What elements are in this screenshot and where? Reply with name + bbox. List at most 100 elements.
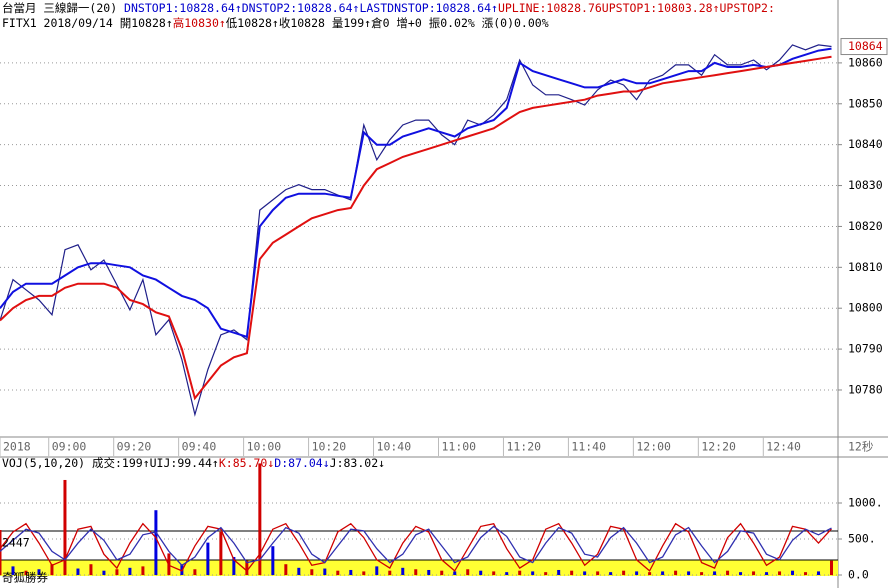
volume-bar (401, 567, 405, 576)
header-text: UPSTOP2: (719, 1, 775, 15)
volume-bar (375, 566, 379, 576)
x-tick-label: 10:00 (247, 440, 282, 454)
price-line (0, 55, 832, 401)
y-tick-label: 10800 (848, 301, 883, 315)
header-text: 台當月 三線歸一(20) (2, 1, 125, 15)
y-tick-label: 500. (848, 532, 876, 546)
volume-bar (583, 571, 587, 576)
header-text: DNSTOP2:10828.64↑ (241, 1, 360, 15)
volume-bar (687, 571, 691, 576)
volume-bar (466, 569, 470, 576)
volume-bar (492, 571, 496, 576)
header-text: DNSTOP1:10828.64↑ (124, 1, 242, 15)
header-text: 高10830↑ (172, 16, 226, 30)
volume-bar (11, 566, 15, 576)
volume-bar (453, 571, 457, 576)
volume-bar (63, 479, 67, 576)
x-tick-label: 10:20 (312, 440, 347, 454)
volume-bar (271, 546, 275, 576)
x-tick-label: 12:20 (701, 440, 736, 454)
volume-bar (648, 572, 652, 576)
volume-bar (232, 557, 236, 576)
volume-bar (544, 572, 548, 576)
volume-bar (804, 572, 808, 576)
volume-bar (752, 571, 756, 576)
x-tick-label: 2018 (3, 440, 31, 454)
y-tick-label: 1000. (848, 496, 883, 510)
volume-bar (141, 566, 145, 576)
volume-bar (128, 567, 132, 576)
x-tick-label: 09:00 (52, 440, 87, 454)
volume-bar (635, 571, 639, 576)
volume-bar (830, 560, 834, 576)
header-text: D:87.04↓ (274, 456, 330, 470)
volume-bar (817, 571, 821, 576)
header-text: VOJ(5,10,20) 成交:199↑UIJ:99.44↑ (2, 456, 219, 470)
volume-bar (0, 530, 2, 576)
header-text: K:85.70↓ (218, 456, 275, 470)
x-tick-label: 09:40 (182, 440, 217, 454)
last-value-box (840, 38, 888, 56)
volume-bar (336, 570, 340, 576)
y-tick-label: 10850 (848, 96, 883, 110)
header-text: 低10828↑收10828 量199↑倉0 增+0 振0.02% 漲(0)0.0… (225, 16, 549, 30)
price-line (0, 47, 832, 339)
indicator-line (0, 525, 832, 567)
volume-bar (505, 572, 509, 576)
y-tick-label: 10780 (848, 382, 883, 396)
volume-bar (362, 571, 366, 576)
volume-bar (323, 568, 327, 576)
price-line (0, 44, 832, 417)
indicator-header: VOJ(5,10,20) 成交:199↑UIJ:99.44↑K:85.70↓D:… (2, 456, 385, 470)
volume-bar (310, 569, 314, 576)
y-tick-label: 10820 (848, 219, 883, 233)
volume-bar (531, 571, 535, 576)
volume-bar (24, 570, 28, 576)
volume-bar (414, 569, 418, 576)
x-tick-label: 12:40 (766, 440, 801, 454)
volume-bar (76, 568, 80, 576)
volume-bar (479, 570, 483, 576)
y-tick-label: 0.0 (848, 568, 869, 582)
header-text: UPLINE:10828.76 (497, 1, 602, 15)
volume-bar (778, 571, 782, 576)
volume-bar (193, 569, 197, 576)
interval-label: 12秒 (848, 440, 873, 454)
axis-panel (838, 0, 888, 588)
header-line-2: FITX1 2018/09/14 開10828↑高10830↑低10828↑收1… (2, 16, 549, 30)
y-tick-label: 10830 (848, 178, 883, 192)
volume-bar (245, 560, 249, 576)
volume-bar (115, 569, 119, 576)
volume-bar (739, 572, 743, 576)
x-tick-label: 11:40 (571, 440, 606, 454)
header-line-1: 台當月 三線歸一(20) DNSTOP1:10828.64↑DNSTOP2:10… (2, 1, 775, 15)
x-tick-label: 11:20 (506, 440, 541, 454)
y-tick-label: 10860 (848, 55, 883, 69)
y-tick-label: 10810 (848, 260, 883, 274)
volume-bar (206, 542, 210, 576)
y-tick-label: 10840 (848, 137, 883, 151)
x-tick-label: 11:00 (441, 440, 476, 454)
y-tick-label: 10790 (848, 342, 883, 356)
volume-bar (570, 570, 574, 576)
x-tick-label: 09:20 (117, 440, 152, 454)
volume-bar (440, 570, 444, 576)
last-value-label: 10864 (848, 39, 883, 53)
volume-bar (700, 572, 704, 576)
volume-bar (284, 564, 288, 576)
volume-bar (349, 569, 353, 576)
volume-bar (622, 570, 626, 576)
volume-bar (596, 571, 600, 576)
volume-bar (427, 569, 431, 576)
header-text: FITX1 2018/09/14 開10828↑ (2, 16, 173, 30)
volume-bar (791, 570, 795, 576)
volume-bar (89, 564, 93, 576)
header-text: LASTDNSTOP:10828.64↑ (359, 1, 498, 15)
header-text: UPSTOP1:10803.28↑ (601, 1, 720, 15)
volume-bar (765, 572, 769, 576)
x-tick-label: 12:00 (636, 440, 671, 454)
x-tick-label: 10:40 (377, 440, 412, 454)
